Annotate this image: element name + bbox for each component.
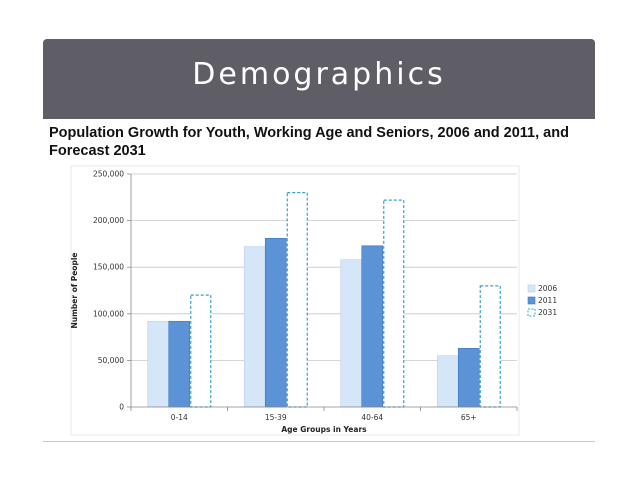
bar-2006-65+	[436, 355, 459, 408]
y-tick-label: 200,000	[93, 216, 124, 225]
bar-2031-15-39	[286, 192, 308, 408]
chart-frame	[70, 165, 520, 436]
bar-2006-40-64	[340, 259, 363, 408]
legend-label-2031: 2031	[538, 308, 557, 317]
bar-2011-40-64	[361, 245, 384, 408]
y-axis-title: Number of People	[70, 253, 79, 329]
y-tick-label: 0	[119, 403, 124, 412]
legend-swatch-2006	[527, 284, 536, 293]
legend: 2006 2011 2031	[527, 284, 557, 317]
bars	[147, 192, 501, 408]
x-tick-label: 15-39	[265, 413, 287, 422]
bar-2006-15-39	[243, 246, 266, 408]
y-tick-label: 150,000	[93, 263, 124, 272]
y-tick-label: 100,000	[93, 309, 124, 318]
legend-swatch-2011	[527, 296, 536, 305]
bar-2011-15-39	[264, 238, 287, 408]
y-tick-label: 50,000	[98, 356, 124, 365]
gridlines	[70, 165, 520, 436]
legend-swatch-2031	[527, 308, 536, 317]
bottom-divider	[43, 441, 595, 442]
bar-2006-0-14	[147, 320, 170, 408]
slide-title: Demographics	[192, 57, 446, 92]
axes: 0 50,000 100,000 150,000 200,000 250,000 0-14 1…	[70, 170, 518, 434]
chart-subtitle: Population Growth for Youth, Working Age…	[49, 125, 569, 159]
legend-label-2006: 2006	[538, 284, 557, 293]
x-tick-label: 65+	[461, 413, 477, 422]
title-banner: Demographics	[43, 39, 595, 119]
bar-2031-65+	[479, 285, 501, 408]
y-tick-label: 250,000	[93, 170, 124, 179]
legend-label-2011: 2011	[538, 296, 557, 305]
x-tick-label: 0-14	[171, 413, 188, 422]
bar-2011-0-14	[168, 320, 191, 408]
x-axis-title: Age Groups in Years	[281, 425, 367, 434]
bar-2011-65+	[457, 347, 480, 408]
bar-2031-40-64	[383, 199, 405, 408]
bar-2031-0-14	[190, 294, 212, 408]
x-tick-label: 40-64	[361, 413, 383, 422]
